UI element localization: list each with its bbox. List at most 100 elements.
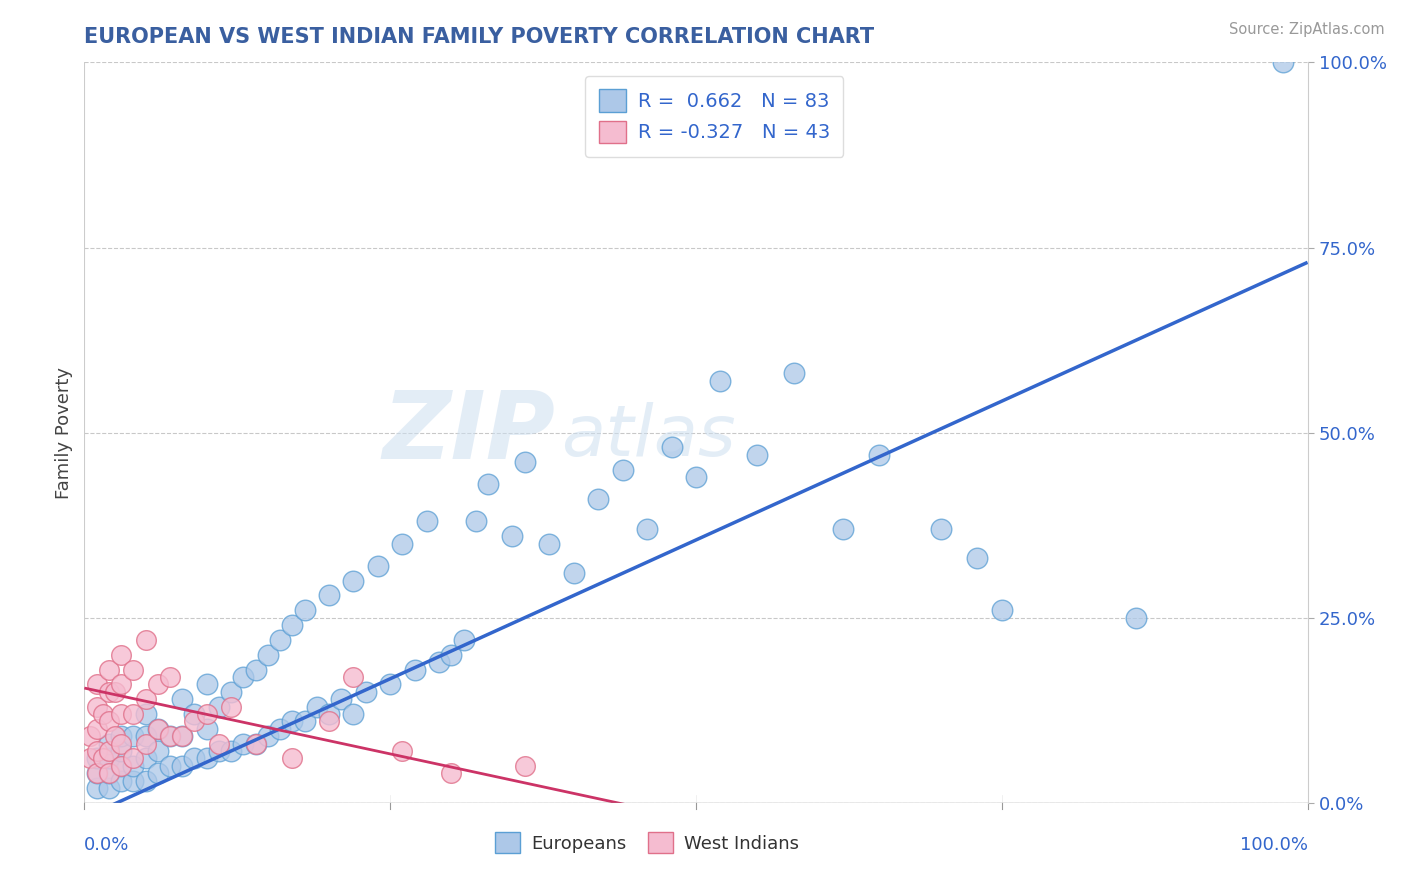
Point: [110, 706, 132, 721]
Point: [440, 766, 463, 780]
Point: [104, 685, 127, 699]
Point: [110, 758, 132, 772]
Text: 0.0%: 0.0%: [84, 836, 129, 855]
Point: [159, 758, 181, 772]
Point: [318, 706, 340, 721]
Point: [122, 706, 145, 721]
Point: [1272, 55, 1295, 70]
Point: [354, 685, 377, 699]
Point: [172, 729, 194, 743]
Point: [91, 751, 114, 765]
Point: [869, 448, 891, 462]
Point: [110, 648, 132, 662]
Point: [257, 648, 280, 662]
Point: [245, 737, 267, 751]
Point: [195, 677, 218, 691]
Text: atlas: atlas: [561, 401, 735, 471]
Point: [86, 744, 108, 758]
Point: [110, 758, 132, 772]
Text: Source: ZipAtlas.com: Source: ZipAtlas.com: [1229, 22, 1385, 37]
Point: [91, 706, 114, 721]
Point: [416, 515, 439, 529]
Point: [380, 677, 402, 691]
Point: [97, 780, 120, 795]
Point: [783, 367, 806, 381]
Point: [135, 706, 157, 721]
Point: [294, 603, 316, 617]
Point: [122, 773, 145, 788]
Point: [110, 737, 132, 751]
Point: [208, 744, 231, 758]
Point: [586, 492, 609, 507]
Point: [159, 729, 181, 743]
Point: [269, 722, 291, 736]
Point: [281, 714, 304, 729]
Point: [991, 603, 1014, 617]
Point: [477, 477, 499, 491]
Point: [135, 729, 157, 743]
Point: [86, 677, 108, 691]
Point: [195, 751, 218, 765]
Point: [159, 729, 181, 743]
Point: [342, 670, 364, 684]
Point: [232, 670, 254, 684]
Point: [97, 737, 120, 751]
Point: [305, 699, 328, 714]
Point: [97, 685, 120, 699]
Point: [208, 737, 231, 751]
Point: [831, 522, 853, 536]
Point: [966, 551, 988, 566]
Point: [245, 663, 267, 677]
Point: [97, 714, 120, 729]
Point: [104, 729, 127, 743]
Point: [172, 758, 194, 772]
Point: [538, 536, 561, 550]
Text: 100.0%: 100.0%: [1240, 836, 1308, 855]
Point: [453, 632, 475, 647]
Point: [747, 448, 769, 462]
Point: [159, 670, 181, 684]
Point: [183, 714, 205, 729]
Point: [391, 744, 413, 758]
Point: [232, 737, 254, 751]
Point: [122, 663, 145, 677]
Point: [219, 744, 242, 758]
Point: [122, 729, 145, 743]
Y-axis label: Family Poverty: Family Poverty: [55, 367, 73, 499]
Point: [110, 773, 132, 788]
Point: [146, 766, 169, 780]
Text: ZIP: ZIP: [382, 386, 555, 479]
Point: [97, 766, 120, 780]
Point: [513, 758, 536, 772]
Point: [135, 692, 157, 706]
Point: [110, 729, 132, 743]
Legend: Europeans, West Indians: Europeans, West Indians: [488, 825, 806, 861]
Point: [97, 766, 120, 780]
Point: [172, 729, 194, 743]
Point: [172, 692, 194, 706]
Point: [183, 706, 205, 721]
Point: [135, 632, 157, 647]
Point: [79, 729, 101, 743]
Point: [367, 558, 389, 573]
Point: [513, 455, 536, 469]
Point: [146, 722, 169, 736]
Point: [86, 780, 108, 795]
Point: [709, 374, 731, 388]
Point: [245, 737, 267, 751]
Point: [97, 744, 120, 758]
Point: [281, 618, 304, 632]
Point: [427, 655, 450, 669]
Point: [661, 441, 683, 455]
Point: [219, 685, 242, 699]
Point: [86, 699, 108, 714]
Point: [404, 663, 426, 677]
Point: [86, 751, 108, 765]
Point: [318, 589, 340, 603]
Point: [183, 751, 205, 765]
Point: [562, 566, 585, 581]
Point: [86, 766, 108, 780]
Point: [79, 751, 101, 765]
Point: [146, 677, 169, 691]
Point: [330, 692, 353, 706]
